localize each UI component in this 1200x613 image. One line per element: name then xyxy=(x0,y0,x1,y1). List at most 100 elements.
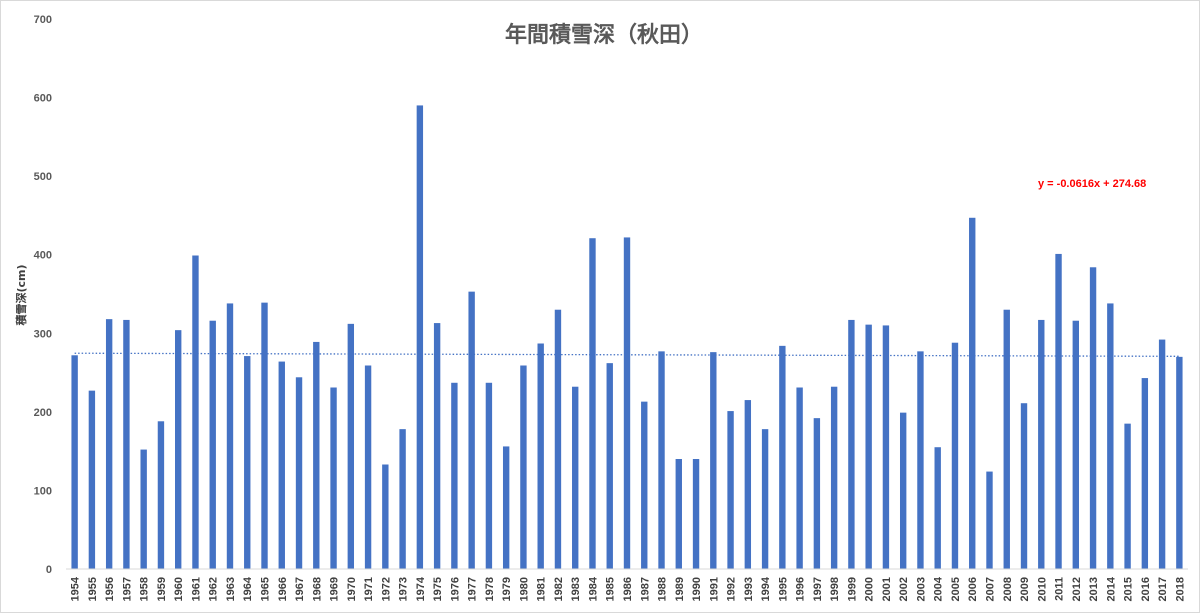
x-tick-label: 2014 xyxy=(1105,576,1117,601)
y-tick-label: 0 xyxy=(46,564,52,576)
chart-title: 年間積雪深（秋田） xyxy=(505,22,703,48)
bar xyxy=(433,323,441,569)
bar xyxy=(572,386,579,569)
bar xyxy=(986,471,993,569)
bar xyxy=(364,365,372,569)
x-tick-label: 1993 xyxy=(743,577,755,601)
x-tick-label: 1968 xyxy=(311,577,323,601)
x-tick-label: 2003 xyxy=(915,577,927,601)
bar xyxy=(1038,319,1045,569)
bar xyxy=(951,342,959,569)
y-tick-label: 500 xyxy=(34,171,52,183)
bar xyxy=(416,105,424,569)
bar xyxy=(934,447,941,569)
bar xyxy=(554,309,562,569)
x-tick-label: 1975 xyxy=(432,577,444,601)
bar xyxy=(899,412,907,569)
x-tick-label: 1958 xyxy=(139,577,151,601)
x-tick-label: 1962 xyxy=(208,577,220,601)
x-tick-label: 1969 xyxy=(329,577,341,601)
bar xyxy=(744,400,752,569)
bar xyxy=(1055,253,1062,569)
bar xyxy=(1089,267,1097,569)
bar xyxy=(1124,423,1131,569)
x-tick-label: 1956 xyxy=(104,577,116,601)
x-tick-label: 1998 xyxy=(829,577,841,601)
bar xyxy=(123,319,130,569)
bar xyxy=(278,361,285,569)
bar xyxy=(295,377,303,569)
y-axis-ticks: 0 100 200 300 400 500 600 700 xyxy=(34,14,52,576)
bar xyxy=(537,343,544,569)
x-tick-label: 1985 xyxy=(605,577,617,601)
x-tick-label: 2016 xyxy=(1140,577,1152,601)
bar xyxy=(1176,356,1183,569)
y-axis-label: 積雪深(cm) xyxy=(14,264,28,326)
bar xyxy=(520,365,527,569)
x-tick-label: 1995 xyxy=(777,577,789,601)
x-tick-label: 1997 xyxy=(812,577,824,601)
bar xyxy=(244,356,251,569)
bar xyxy=(502,446,510,569)
trendline xyxy=(74,352,1180,357)
bar xyxy=(105,319,113,569)
bar xyxy=(209,320,216,569)
bar xyxy=(330,387,337,569)
bar xyxy=(589,238,596,569)
x-tick-label: 2009 xyxy=(1019,577,1031,601)
x-tick-label: 1978 xyxy=(484,577,496,601)
bar xyxy=(865,324,872,569)
x-tick-label: 1988 xyxy=(657,577,669,601)
x-tick-label: 2018 xyxy=(1174,577,1186,601)
x-tick-label: 1964 xyxy=(242,576,254,601)
y-tick-label: 100 xyxy=(34,485,52,497)
bar xyxy=(796,387,803,569)
x-axis-ticks: 1954 1955 1956 1957 1958 1959 1960 1961 1962 1963… xyxy=(70,576,1187,601)
x-tick-label: 1957 xyxy=(121,577,133,601)
bar xyxy=(675,459,682,569)
bar xyxy=(692,459,700,569)
y-tick-label: 200 xyxy=(34,407,52,419)
x-tick-label: 1999 xyxy=(846,577,858,601)
x-tick-label: 1990 xyxy=(691,577,703,601)
x-tick-label: 2004 xyxy=(933,576,945,601)
bar xyxy=(157,421,165,569)
bar xyxy=(485,382,493,569)
bar xyxy=(710,352,717,569)
x-tick-label: 2002 xyxy=(898,577,910,601)
x-tick-label: 1979 xyxy=(501,577,513,601)
bar xyxy=(623,237,631,569)
x-tick-label: 1970 xyxy=(346,577,358,601)
bar xyxy=(813,418,821,569)
x-tick-label: 1954 xyxy=(70,576,82,601)
x-tick-label: 2012 xyxy=(1071,577,1083,601)
bar xyxy=(1072,320,1079,569)
x-tick-label: 1984 xyxy=(587,576,599,601)
y-tick-label: 400 xyxy=(34,250,52,262)
x-tick-label: 1955 xyxy=(87,577,99,601)
x-tick-label: 1987 xyxy=(639,577,651,601)
trendline-equation: y = -0.0616x + 274.68 xyxy=(1038,178,1146,190)
bars xyxy=(71,105,1183,570)
x-tick-label: 1963 xyxy=(225,577,237,601)
x-tick-label: 1972 xyxy=(380,577,392,601)
x-tick-label: 1994 xyxy=(760,576,772,601)
y-tick-label: 300 xyxy=(34,328,52,340)
bar xyxy=(830,386,838,569)
bar xyxy=(226,303,234,569)
bar xyxy=(451,382,458,569)
x-tick-label: 1961 xyxy=(190,577,202,601)
x-tick-label: 2007 xyxy=(984,577,996,601)
trendline-line xyxy=(74,352,1180,357)
x-tick-label: 2005 xyxy=(950,577,962,601)
bar xyxy=(606,363,613,569)
y-tick-label: 700 xyxy=(34,14,52,26)
x-tick-label: 2000 xyxy=(864,577,876,601)
bar xyxy=(882,325,890,569)
x-tick-label: 1980 xyxy=(518,577,530,601)
x-tick-label: 2001 xyxy=(881,577,893,601)
x-tick-label: 1973 xyxy=(398,577,410,601)
x-tick-label: 2010 xyxy=(1036,577,1048,601)
x-tick-label: 2017 xyxy=(1157,577,1169,601)
